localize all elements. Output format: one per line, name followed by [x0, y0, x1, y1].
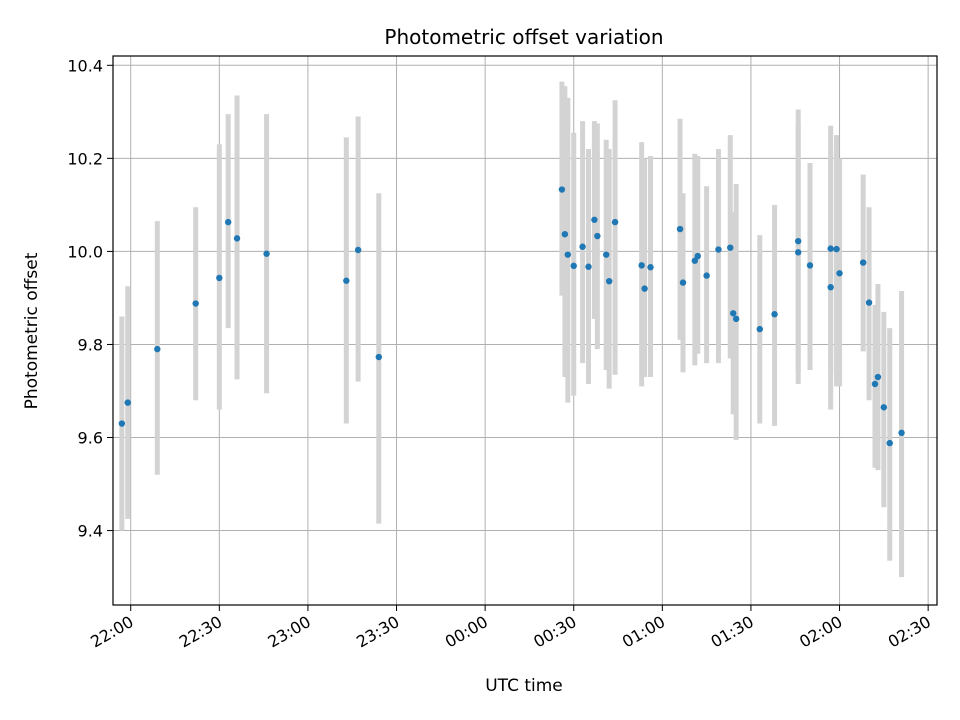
grid-lines: [113, 56, 937, 605]
data-point: [647, 264, 654, 271]
y-axis-title: Photometric offset: [22, 252, 42, 409]
plot-frame: [112, 55, 938, 606]
data-point: [859, 259, 867, 266]
data-point: [694, 252, 701, 260]
data-point: [591, 216, 598, 223]
data-point: [836, 270, 843, 277]
x-axis-title: UTC time: [485, 676, 563, 696]
y-tick-label: 10.2: [67, 149, 103, 168]
data-point: [874, 373, 882, 381]
data-point: [192, 300, 199, 307]
data-point: [827, 245, 834, 252]
data-point: [771, 311, 778, 318]
y-axis-ticks: 9.4 9.6 9.8 10.0 10.2 10.4: [67, 56, 113, 541]
data-point: [561, 230, 569, 238]
y-tick-label: 9.8: [78, 335, 103, 354]
data-point: [794, 249, 802, 256]
data-point: [676, 225, 684, 233]
data-point: [154, 345, 161, 353]
data-point: [570, 262, 577, 270]
data-point: [703, 272, 710, 279]
data-points: [118, 186, 905, 447]
data-point: [679, 279, 687, 286]
data-point: [638, 262, 645, 269]
chart-title: Photometric offset variation: [384, 25, 663, 49]
data-point: [124, 399, 131, 406]
data-point: [794, 237, 802, 245]
data-point: [871, 380, 879, 388]
y-tick-label: 10.4: [67, 56, 103, 75]
data-point: [263, 250, 270, 257]
data-point: [216, 274, 223, 282]
data-point: [118, 420, 126, 427]
data-point: [833, 245, 840, 253]
y-tick-label: 10.0: [67, 242, 103, 261]
data-point: [564, 251, 572, 258]
data-point: [594, 232, 601, 240]
data-point: [730, 310, 737, 317]
data-point: [727, 244, 734, 251]
y-tick-label: 9.4: [78, 522, 103, 541]
data-point: [224, 218, 232, 226]
y-tick-label: 9.6: [78, 429, 103, 448]
data-point: [691, 257, 699, 264]
data-point: [880, 404, 888, 411]
data-point: [715, 246, 722, 253]
data-point: [806, 262, 814, 269]
data-point: [886, 439, 893, 447]
data-point: [558, 186, 566, 193]
data-point: [732, 315, 740, 323]
data-point: [641, 285, 648, 292]
data-point: [898, 429, 905, 437]
data-point: [827, 284, 834, 291]
data-point: [375, 353, 383, 361]
data-point: [354, 246, 362, 254]
data-point: [579, 243, 586, 250]
data-point: [865, 299, 873, 306]
data-point: [603, 251, 610, 258]
data-point: [756, 325, 763, 333]
data-point: [611, 218, 619, 226]
data-point: [605, 277, 613, 285]
data-point: [343, 277, 350, 284]
data-point: [233, 235, 241, 242]
data-point: [585, 263, 592, 270]
